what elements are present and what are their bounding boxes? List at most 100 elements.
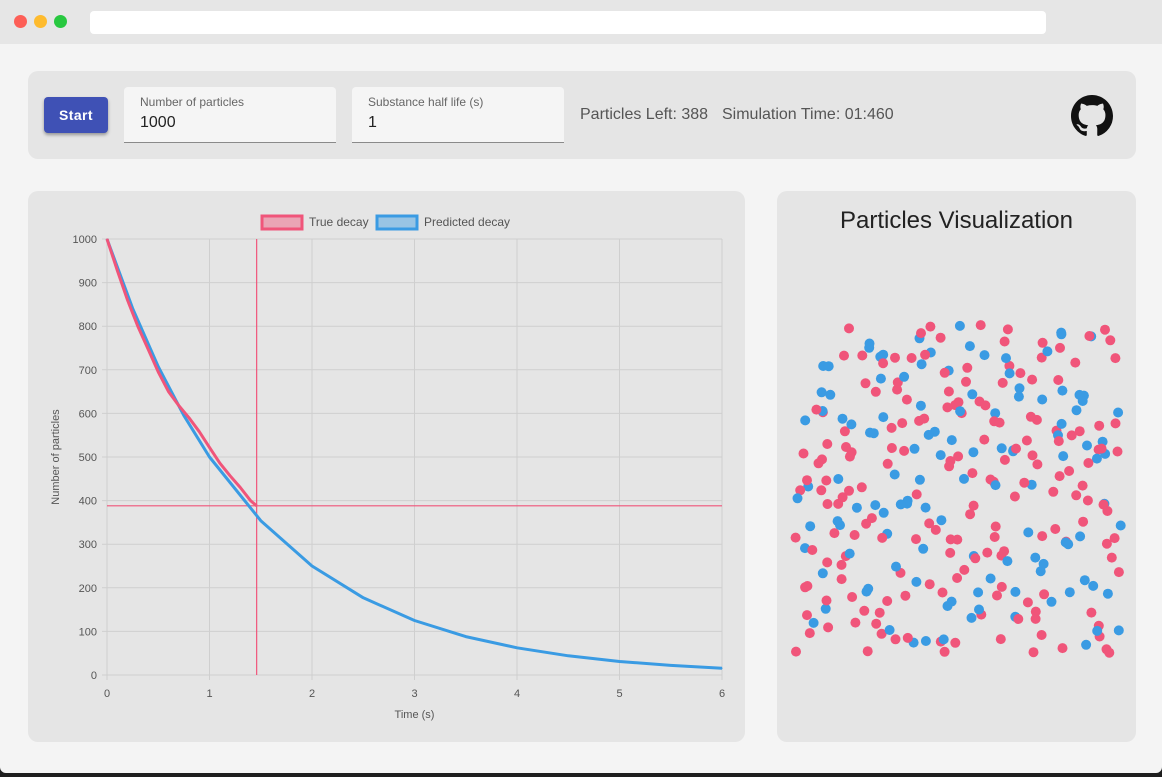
particle-remaining [937, 587, 948, 598]
half-life-input[interactable]: 1 [368, 114, 377, 131]
particle-decayed [918, 543, 929, 554]
predicted-decay-point [618, 660, 621, 663]
particle-decayed [1056, 418, 1067, 429]
maximize-window-button[interactable] [54, 15, 67, 28]
y-tick-label: 800 [79, 321, 97, 333]
true-decay-point [219, 462, 221, 464]
particle-remaining [1054, 471, 1065, 482]
particle-decayed [979, 350, 990, 361]
particle-remaining [961, 376, 971, 387]
particle-remaining [942, 402, 953, 413]
particle-decayed [1014, 383, 1025, 394]
particle-remaining [1084, 331, 1095, 341]
x-tick-label: 1 [206, 688, 212, 700]
particle-decayed [851, 502, 862, 513]
particle-remaining [1110, 353, 1121, 364]
minimize-window-button[interactable] [34, 15, 47, 28]
particle-remaining [1112, 446, 1123, 457]
particle-decayed [875, 373, 886, 384]
particle-remaining [844, 451, 855, 462]
particle-remaining [975, 320, 986, 331]
particles-left-status: Particles Left: 388 [580, 106, 709, 123]
particle-remaining [919, 413, 930, 424]
particle-decayed [1002, 556, 1013, 567]
particle-remaining [1036, 630, 1047, 640]
particle-remaining [877, 532, 888, 543]
particle-decayed [946, 435, 957, 446]
start-button[interactable]: Start [44, 97, 108, 133]
particles-count-field[interactable]: Number of particles 1000 [124, 87, 336, 143]
y-tick-label: 200 [79, 583, 97, 595]
particle-remaining [992, 590, 1002, 601]
predicted-decay-point [567, 655, 569, 657]
particle-decayed [968, 447, 979, 458]
particle-decayed [955, 406, 966, 417]
title-bar [0, 0, 1162, 44]
y-tick-label: 100 [79, 626, 97, 638]
particle-decayed [1088, 580, 1099, 591]
particle-remaining [899, 445, 910, 456]
particle-decayed [1030, 552, 1041, 563]
particle-decayed [946, 596, 957, 607]
particle-remaining [870, 386, 881, 397]
particle-remaining [1066, 430, 1077, 441]
particle-remaining [837, 492, 848, 503]
particle-remaining [829, 528, 840, 539]
particle-decayed [914, 474, 925, 485]
particle-remaining [1030, 613, 1041, 624]
particle-remaining [857, 350, 868, 361]
particle-decayed [923, 429, 934, 440]
particle-remaining [802, 581, 813, 591]
particle-remaining [995, 634, 1006, 645]
particle-decayed [954, 320, 965, 331]
particle-remaining [999, 546, 1010, 557]
address-bar[interactable] [90, 11, 1046, 34]
particle-remaining [839, 426, 850, 437]
particle-decayed [1023, 527, 1034, 538]
particle-remaining [1110, 418, 1121, 429]
particle-remaining [1070, 357, 1081, 368]
particle-remaining [1083, 458, 1094, 468]
particle-decayed [832, 516, 843, 527]
predicted-decay-point [516, 647, 518, 649]
particle-remaining [916, 328, 926, 339]
particle-remaining [965, 509, 976, 520]
particle-remaining [996, 581, 1007, 592]
particle-remaining [982, 547, 993, 558]
true-decay-point [147, 348, 149, 350]
particle-remaining [856, 482, 867, 493]
particle-remaining [1105, 335, 1116, 346]
particle-remaining [979, 434, 990, 445]
close-window-button[interactable] [14, 15, 27, 28]
particle-remaining [939, 646, 950, 657]
particle-remaining [968, 500, 979, 511]
particle-decayed [864, 338, 875, 349]
x-tick-label: 4 [514, 688, 520, 700]
particle-remaining [811, 404, 822, 415]
particle-decayed [805, 521, 816, 532]
particle-remaining [802, 610, 812, 621]
particle-remaining [1104, 647, 1115, 658]
x-axis-label: Time (s) [395, 709, 435, 721]
half-life-field[interactable]: Substance half life (s) 1 [352, 87, 564, 143]
particle-remaining [967, 468, 978, 479]
particle-remaining [902, 632, 913, 643]
particles-count-input[interactable]: 1000 [140, 114, 176, 131]
true-decay-point [198, 431, 200, 433]
particle-decayed [1075, 531, 1086, 542]
particle-remaining [1028, 647, 1039, 658]
particle-decayed [938, 634, 949, 645]
particle-remaining [890, 352, 900, 363]
visualization-title: Particles Visualization [839, 207, 1073, 234]
particle-remaining [897, 418, 908, 429]
true-decay-point [188, 417, 190, 419]
particle-decayed [920, 636, 931, 646]
particle-remaining [874, 607, 885, 618]
particle-decayed [964, 341, 975, 352]
particle-remaining [882, 596, 893, 606]
particle-decayed [895, 499, 906, 510]
particle-remaining [1032, 459, 1043, 470]
github-icon[interactable] [1071, 95, 1113, 137]
particle-decayed [1071, 405, 1082, 416]
particle-decayed [1064, 587, 1075, 598]
